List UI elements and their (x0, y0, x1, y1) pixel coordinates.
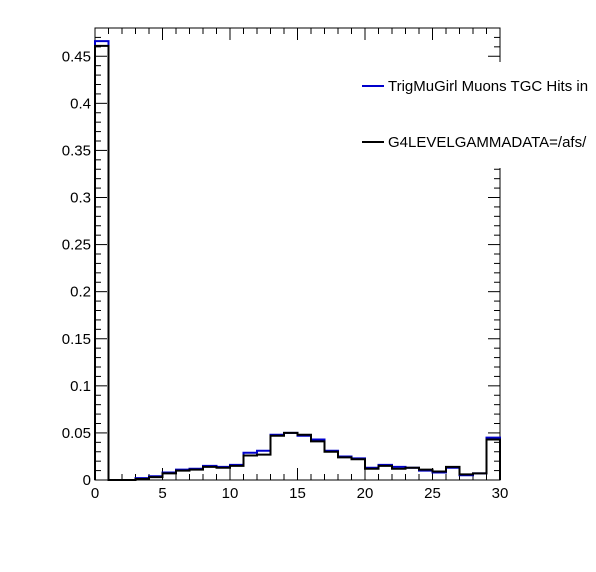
y-tick-label: 0.35 (62, 142, 91, 159)
x-tick-label: 0 (91, 485, 99, 502)
series-line-2 (94, 44, 501, 481)
y-tick-label: 0.05 (62, 425, 91, 442)
y-tick-label: 0.1 (70, 378, 91, 395)
x-tick-label: 30 (492, 485, 509, 502)
y-tick-labels: 0 0.05 0.1 0.15 0.2 0.25 0.3 0.35 0.4 0.45 (62, 48, 91, 489)
x-tick-label: 25 (424, 485, 441, 502)
legend-label-series-2: G4LEVELGAMMADATA=/afs/ (388, 134, 587, 151)
x-tick-labels: 0 5 10 15 20 25 30 (91, 485, 509, 502)
series-layer (94, 40, 501, 481)
legend-label-series-1: TrigMuGirl Muons TGC Hits in (388, 78, 588, 95)
x-tick-label: 20 (357, 485, 374, 502)
x-tick-label: 10 (222, 485, 239, 502)
x-tick-label: 15 (289, 485, 306, 502)
x-tick-label: 5 (158, 485, 166, 502)
y-tick-label: 0.4 (70, 95, 91, 112)
y-tick-label: 0 (83, 472, 91, 489)
y-tick-label: 0.2 (70, 284, 91, 301)
y-tick-label: 0.15 (62, 331, 91, 348)
y-tick-label: 0.3 (70, 190, 91, 207)
legend: TrigMuGirl Muons TGC Hits in G4LEVELGAMM… (357, 62, 596, 168)
legend-box (357, 62, 596, 168)
y-tick-label: 0.45 (62, 48, 91, 65)
y-tick-label: 0.25 (62, 237, 91, 254)
